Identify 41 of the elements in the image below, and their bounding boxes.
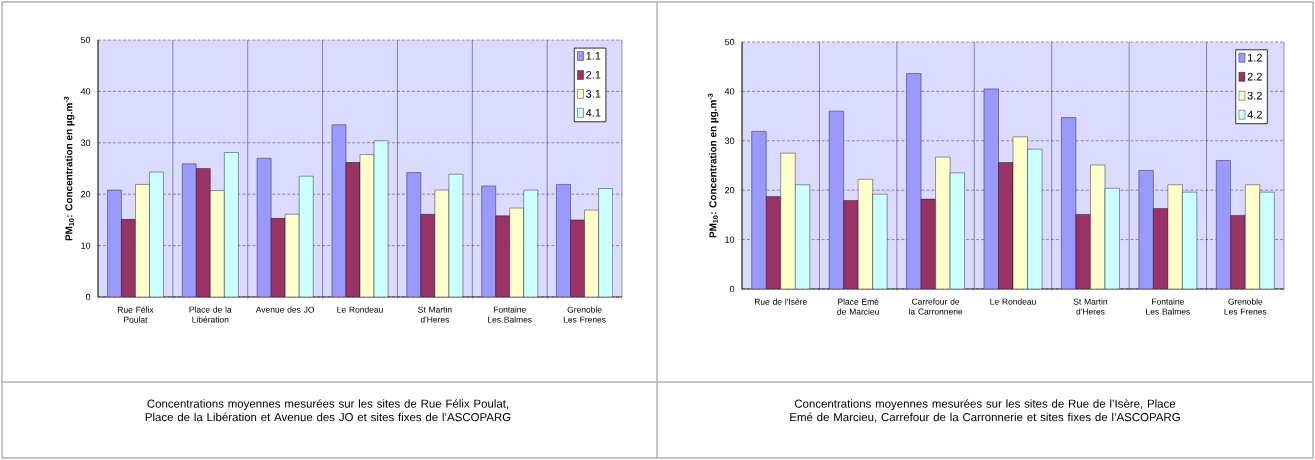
legend-label: 2.1 <box>586 70 601 79</box>
x-tick-label: Rue de l'Isère <box>754 298 807 305</box>
y-tick-label: 40 <box>80 88 91 95</box>
bar <box>780 152 796 289</box>
legend-label: 1.2 <box>1247 53 1262 62</box>
legend-label: 4.1 <box>585 108 601 117</box>
text: Concentrations moyennes mesurées sur les sites de Rue de l’Isère, Place Emé de Marcieu, Carrefour de la Carronnerie et sites fixes de l’ASCOPARG <box>790 399 1180 423</box>
legend-label: 3.2 <box>1247 91 1262 100</box>
y-axis-title: PM$_{10}$: Concentration en µg.m$^{-3}$ <box>63 96 75 241</box>
x-tick-label: Grenoble Les Frenes <box>563 306 606 323</box>
y-tick-label: 30 <box>724 137 735 144</box>
bar <box>872 193 888 289</box>
y-tick-label: 40 <box>724 88 735 95</box>
y-axis-title: PM$_{10}$: Concentration en µg.m$^{-3}$ <box>707 93 719 238</box>
x-tick-label: Le Rondeau <box>337 306 383 313</box>
y-tick-label: 20 <box>725 187 735 194</box>
legend-label: 1.1 <box>586 52 601 60</box>
y-tick-label: 50 <box>80 36 91 44</box>
legend-label: 2.2 <box>1247 72 1262 81</box>
x-tick-label: Fontaine Les Balmes <box>1146 298 1190 315</box>
x-tick-label: St Martin d'Heres <box>418 306 452 323</box>
x-tick-label: St Martin d'Heres <box>1073 298 1108 315</box>
y-tick-label: 0 <box>729 285 735 293</box>
x-tick-label: Carrefour de la Carronnerie <box>909 298 963 315</box>
x-tick-label: Fontaine Les Balmes <box>488 306 532 323</box>
y-tick-label: 0 <box>85 293 91 301</box>
y-tick-label: 30 <box>80 139 91 146</box>
y-tick-label: 10 <box>81 242 91 249</box>
x-tick-label: Grenoble Les Frenes <box>1224 298 1267 315</box>
y-tick-label: 50 <box>724 38 735 46</box>
x-tick-label: Rue Félix Poulat <box>118 306 154 323</box>
x-tick-label: Le Rondeau <box>990 298 1036 305</box>
y-tick-label: 10 <box>725 236 735 243</box>
text: Concentrations moyennes mesurées sur les sites de Rue Félix Poulat, Place de la Libération et Avenue des JO et sites fixes de l’ASCOPARG <box>145 399 511 422</box>
x-tick-label: Place Emé de Marcieu <box>837 298 879 315</box>
legend-label: 3.1 <box>586 89 601 98</box>
x-tick-label: Avenue des JO <box>255 306 315 313</box>
bar <box>1259 191 1275 289</box>
x-tick-label: Place de la Libération <box>189 306 232 323</box>
legend-label: 4.2 <box>1247 110 1262 119</box>
y-tick-label: 20 <box>81 191 91 198</box>
